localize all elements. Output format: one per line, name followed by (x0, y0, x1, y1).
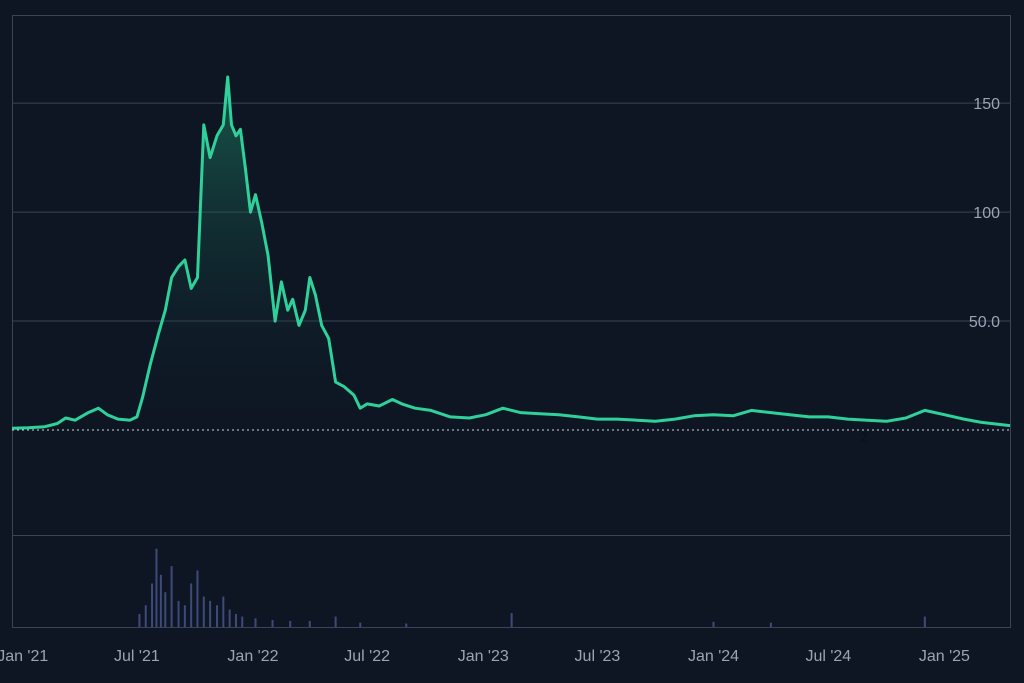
volume-bar (202, 596, 205, 627)
volume-bar (138, 613, 141, 627)
x-axis-ticks: Jan '21 Jul '21 Jan '22 Jul '22 Jan '23 Jul '… (0, 648, 970, 665)
volume-bar (510, 613, 513, 627)
volume-bar (359, 622, 362, 627)
volume-bar (183, 605, 186, 627)
volume-bar (234, 613, 237, 627)
x-tick-label: Jan '25 (919, 648, 970, 665)
volume-bar (144, 605, 147, 627)
volume-bar (190, 583, 193, 627)
volume-bar (216, 605, 219, 627)
volume-bar (228, 609, 231, 627)
baseline-label: 2 (860, 429, 868, 445)
x-tick-label: Jul '24 (805, 648, 851, 665)
y-tick-label: 50.0 (969, 314, 1000, 331)
y-tick-label: 150 (973, 96, 1000, 113)
volume-bar (923, 616, 926, 627)
x-tick-label: Jan '21 (0, 648, 48, 665)
x-tick-label: Jul '22 (344, 648, 390, 665)
volume-bar (769, 622, 772, 627)
price-area-fill (12, 77, 1010, 430)
x-tick-label: Jul '21 (114, 648, 160, 665)
x-tick-label: Jan '22 (227, 648, 278, 665)
volume-bar (712, 621, 715, 627)
volume-bar (151, 583, 154, 627)
volume-bar (209, 600, 212, 627)
price-line (11, 75, 1011, 430)
x-tick-label: Jul '23 (575, 648, 621, 665)
volume-bar (308, 620, 311, 627)
volume-bar (177, 600, 180, 627)
x-tick-label: Jan '23 (458, 648, 509, 665)
volume-bar (254, 618, 257, 627)
x-tick-label: Jan '24 (688, 648, 739, 665)
volume-bar (334, 616, 337, 627)
y-axis-ticks: 150 100 50.0 (969, 96, 1000, 331)
volume-bar (164, 592, 167, 627)
volume-bar (170, 566, 173, 627)
volume-bar (222, 596, 225, 627)
y-tick-label: 100 (973, 205, 1000, 222)
volume-bar (155, 548, 158, 627)
volume-bar (241, 616, 244, 627)
grid-lines (12, 102, 1010, 322)
volume-bar (289, 620, 292, 627)
volume-bar (196, 570, 199, 627)
volume-bars (138, 548, 926, 627)
volume-bar (159, 574, 162, 627)
volume-bar (271, 620, 274, 627)
volume-bar (405, 623, 408, 627)
